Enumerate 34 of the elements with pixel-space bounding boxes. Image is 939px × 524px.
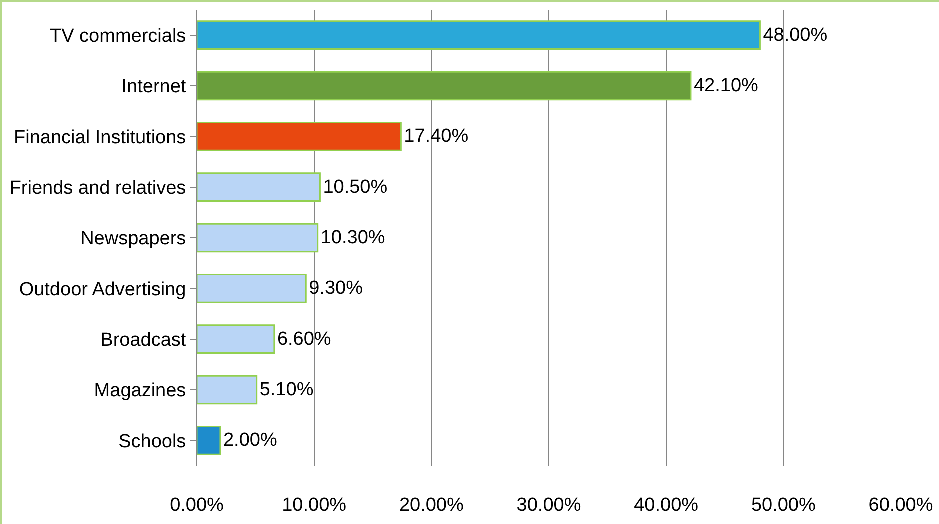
data-label: 10.50%	[323, 176, 388, 198]
data-label: 5.10%	[260, 380, 314, 400]
x-tick-label: 20.00%	[399, 495, 464, 516]
x-tick-label: 40.00%	[634, 495, 699, 516]
data-label: 10.30%	[320, 228, 386, 248]
y-tick-label: Financial Institutions	[14, 127, 186, 148]
y-tick-label: Schools	[118, 431, 186, 452]
x-tick-label: 60.00%	[868, 495, 934, 516]
x-tick-label: 10.00%	[282, 495, 347, 516]
y-tick-label: Outdoor Advertising	[19, 279, 186, 300]
bar	[197, 172, 321, 202]
x-tick-label: 30.00%	[516, 495, 582, 516]
data-label: 17.40%	[404, 126, 469, 148]
y-tick-label: Magazines	[94, 380, 186, 402]
bar	[197, 223, 319, 253]
data-label: 9.30%	[309, 278, 364, 300]
y-tick-label: TV commercials	[50, 26, 186, 47]
bar	[197, 426, 222, 456]
bar	[197, 375, 258, 405]
bar	[197, 324, 276, 354]
y-tick-label: Internet	[122, 76, 187, 98]
x-tick-label: 0.00%	[170, 495, 224, 516]
data-label: 6.60%	[277, 328, 332, 350]
x-tick-label: 50.00%	[751, 495, 816, 516]
y-tick-label: Friends and relatives	[10, 178, 186, 199]
bar	[197, 122, 402, 152]
bar	[197, 20, 761, 50]
data-label: 2.00%	[223, 430, 278, 452]
y-tick-label: Newspapers	[80, 228, 186, 250]
y-tick-label: Broadcast	[100, 330, 187, 351]
data-label: 42.10%	[694, 76, 759, 96]
bar	[197, 274, 307, 304]
data-label: 48.00%	[763, 24, 828, 46]
bar	[197, 71, 692, 101]
